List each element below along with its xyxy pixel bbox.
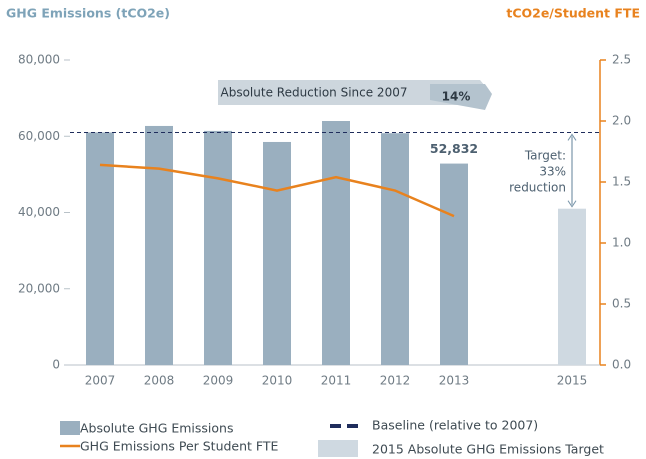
x-tick-label: 2009 (203, 374, 234, 388)
y2-tick-label: 1.5 (612, 175, 631, 189)
bar (86, 132, 114, 365)
x-tick-label: 2015 (557, 374, 588, 388)
reduction-label: Absolute Reduction Since 2007 (221, 86, 408, 100)
y2-tick-label: 2.0 (612, 114, 631, 128)
bar (440, 163, 468, 365)
bar (322, 121, 350, 365)
legend-label: GHG Emissions Per Student FTE (80, 439, 279, 454)
annotation-banner (218, 80, 490, 105)
legend-swatch (60, 421, 80, 435)
reduction-value: 14% (442, 90, 471, 104)
line (99, 163, 455, 218)
target-label: reduction (509, 181, 566, 195)
y-tick-label: 40,000 (18, 205, 60, 219)
arrow-head (567, 133, 577, 141)
bar (145, 125, 173, 365)
x-tick-label: 2013 (439, 374, 470, 388)
x-tick-label: 2010 (262, 374, 293, 388)
data-label: 52,832 (430, 141, 478, 156)
target-label: Target: (524, 149, 566, 163)
y2-axis-title: tCO2e/Student FTE (506, 6, 640, 21)
legend-label: Absolute GHG Emissions (80, 421, 233, 436)
x-tick-label: 2007 (85, 374, 116, 388)
legend-swatch (318, 440, 358, 457)
y2-tick-label: 0.0 (612, 358, 631, 372)
y2-tick-label: 0.5 (612, 297, 631, 311)
y-tick-label: 20,000 (18, 281, 60, 295)
y2-tick-label: 1.0 (612, 236, 631, 250)
annotation-tab (430, 84, 492, 110)
legend-label: Baseline (relative to 2007) (372, 418, 538, 433)
bar (204, 130, 232, 365)
y-tick-label: 80,000 (18, 53, 60, 67)
arrow-head (567, 200, 577, 208)
legend-label: 2015 Absolute GHG Emissions Target (372, 442, 604, 457)
y2-tick-label: 2.5 (612, 53, 631, 67)
x-tick-label: 2011 (321, 374, 352, 388)
x-tick-label: 2012 (380, 374, 411, 388)
y-axis-title: GHG Emissions (tCO2e) (6, 6, 170, 21)
bar (558, 208, 586, 365)
y-tick-label: 0 (52, 358, 60, 372)
x-tick-label: 2008 (144, 374, 175, 388)
y-tick-label: 60,000 (18, 129, 60, 143)
bar (381, 133, 409, 365)
bar (263, 141, 291, 365)
target-label: 33% (539, 165, 566, 179)
